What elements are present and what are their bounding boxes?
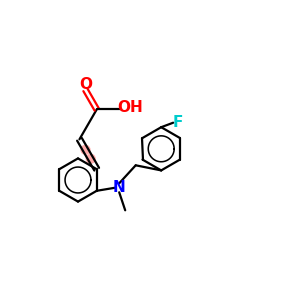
Circle shape (85, 154, 96, 164)
Text: N: N (113, 180, 126, 195)
Text: F: F (172, 115, 183, 130)
Text: OH: OH (117, 100, 142, 116)
Text: O: O (79, 77, 92, 92)
Circle shape (80, 145, 91, 155)
